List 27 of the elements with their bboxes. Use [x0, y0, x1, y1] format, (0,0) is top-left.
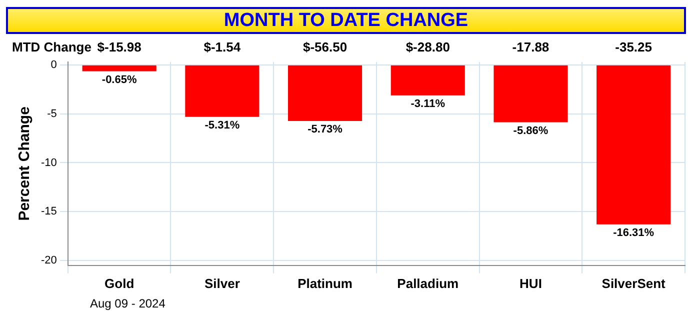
text: $-1.54	[204, 40, 242, 55]
x-tick-label: Gold	[104, 276, 134, 291]
data-label: -16.31%	[613, 226, 654, 239]
text: Aug 09 - 2024	[90, 296, 166, 310]
x-tick-label: Palladium	[397, 276, 459, 291]
y-tick-label: -20	[40, 254, 57, 267]
x-tick-label: HUI	[520, 276, 542, 291]
y-tick-label: -15	[40, 206, 57, 218]
text: $-56.50	[302, 40, 348, 55]
text: -17.88	[512, 40, 550, 55]
y-axis-title: Percent Change	[16, 106, 34, 221]
chart-title: MONTH TO DATE CHANGE	[6, 7, 686, 34]
text: MTD Change	[12, 40, 92, 55]
text: $-28.80	[406, 40, 450, 55]
text: -35.25	[615, 40, 652, 55]
x-tick-label: SilverSent	[602, 276, 666, 291]
data-label: -0.65%	[102, 74, 137, 86]
text: $-15.98	[97, 40, 142, 55]
data-label: -5.86%	[513, 124, 548, 137]
x-tick-label: Silver	[204, 276, 240, 291]
data-label: -5.31%	[204, 119, 240, 132]
x-tick-label: Platinum	[298, 276, 352, 291]
y-tick-label: -10	[40, 156, 57, 169]
data-label: -3.11%	[410, 98, 446, 110]
data-label: -5.73%	[308, 124, 343, 136]
y-tick-label: -5	[47, 108, 57, 120]
y-tick-label: 0	[50, 58, 57, 71]
